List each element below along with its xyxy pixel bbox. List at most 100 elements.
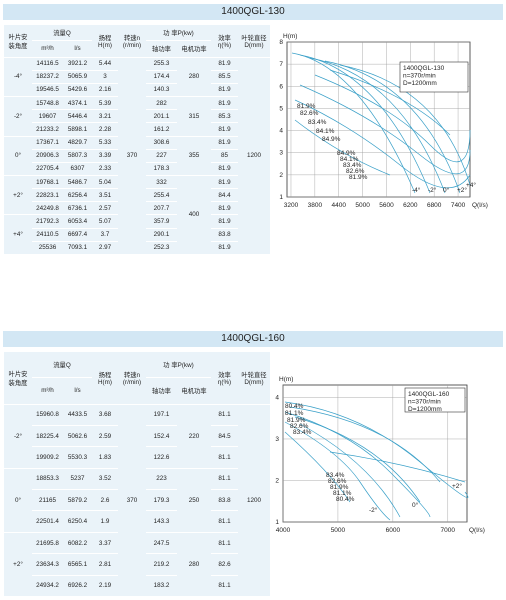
cell: 81.9	[211, 83, 238, 98]
efficiency-label: 83.4%	[326, 472, 345, 479]
x-tick-label: 7000	[441, 527, 456, 534]
cell: 19768.1	[32, 175, 63, 190]
data-row: 24249.8 6736.1 2.57 207.7 81.9	[4, 201, 270, 216]
cell: 24934.2	[32, 575, 63, 598]
cell: 7093.1	[63, 241, 92, 256]
cell: 81.1	[211, 468, 238, 491]
cell: 20906.3	[32, 149, 63, 163]
x-axis-label: Q(l/s)	[469, 527, 485, 534]
cell: 3.37	[92, 532, 118, 555]
cell: 308.6	[146, 136, 177, 150]
header-cell: 流量Q	[32, 352, 92, 378]
legend-text: 1400QGL-160	[408, 391, 450, 398]
efficiency-label: 84.9%	[322, 136, 341, 143]
cell: 2.81	[92, 553, 118, 576]
efficiency-label: 81.1%	[285, 410, 304, 417]
header-cell: 叶片安 装角度	[4, 25, 32, 58]
curve	[294, 416, 421, 503]
pump-table: 叶片安 装角度 流量Q 扬程 H(m) 转速n (r/min) 功 率P(kw) 效率 η…	[4, 25, 270, 256]
header-cell: 转速n (r/min)	[118, 25, 146, 58]
header-cell: 轴功率	[146, 40, 177, 58]
header-row: 叶片安 装角度 流量Q 扬程 H(m) 转速n (r/min) 功 率P(kw) 效率 η…	[4, 25, 270, 58]
cell: 22705.4	[32, 162, 63, 176]
cell: 3.39	[92, 149, 118, 163]
curve	[284, 421, 391, 521]
cell: 5530.3	[63, 446, 92, 469]
cell: 23634.3	[32, 553, 63, 576]
cell: 19607	[32, 109, 63, 124]
curve	[299, 423, 401, 518]
header-cell: l/s	[63, 377, 92, 405]
cell: 6565.1	[63, 553, 92, 576]
cell: 5.44	[92, 57, 118, 71]
cell: 5807.3	[63, 149, 92, 163]
cell: 255.4	[146, 188, 177, 203]
cell: 81.9	[211, 162, 238, 176]
header-row: 叶片安 装角度 流量Q 扬程 H(m) 转速n (r/min) 功 率P(kw) 效率 η…	[4, 352, 270, 405]
data-row: 21233.2 5898.1 2.28 161.2 81.9	[4, 122, 270, 137]
cell: 223	[146, 468, 177, 491]
cell: 5429.6	[63, 83, 92, 98]
data-row: 21165 5879.2 2.6 179.3 83.8	[4, 489, 270, 512]
cell: 5446.4	[63, 109, 92, 124]
cell: 140.3	[146, 83, 177, 98]
data-row: 19909.2 5530.3 1.83 122.6 81.1	[4, 446, 270, 469]
cell: 21695.8	[32, 532, 63, 555]
cell: 24249.8	[32, 201, 63, 216]
cell: 2.19	[92, 575, 118, 598]
efficiency-label: 80.4%	[285, 403, 304, 410]
cell: 6736.1	[63, 201, 92, 216]
header-row: m³/h l/s 轴功率 电机功率	[4, 377, 270, 405]
cell: 2.97	[92, 241, 118, 256]
x-tick-label: 4000	[276, 527, 291, 534]
legend-box	[404, 387, 466, 413]
legend-text: D=1200mm	[408, 406, 442, 413]
data-row: +2° 19768.1 5486.7 5.04 332 400 81.9	[4, 175, 270, 256]
cell: 85	[211, 149, 238, 163]
data-row: +4° 21792.3 6053.4 5.07 357.9 81.9	[4, 214, 270, 255]
cell: 81.9	[211, 241, 238, 256]
angle-cell: 0°	[4, 136, 32, 176]
legend-text: n=370r/min	[408, 399, 441, 406]
cell: 3.21	[92, 109, 118, 124]
motor-cell: 355	[177, 136, 211, 176]
legend-text: D=1200mm	[403, 80, 437, 87]
cell: 3.68	[92, 404, 118, 426]
header-cell: 扬程 H(m)	[92, 25, 118, 58]
cell: 6053.4	[63, 214, 92, 229]
y-tick-label: 4	[275, 394, 279, 401]
cell: 6926.2	[63, 575, 92, 598]
curve	[294, 119, 391, 176]
cell: 122.6	[146, 446, 177, 469]
motor-cell: 280	[177, 57, 211, 98]
header-cell: 叶轮直径 D(mm)	[238, 352, 270, 405]
cell: 2.16	[92, 83, 118, 98]
cell: 174.4	[146, 70, 177, 84]
angle-cell: +2°	[4, 532, 32, 598]
data-row: 19607 5446.4 3.21 201.1 85.3	[4, 109, 270, 124]
cell: 5.33	[92, 136, 118, 150]
cell: 152.4	[146, 425, 177, 448]
cell: 2.28	[92, 122, 118, 137]
cell: 332	[146, 175, 177, 190]
x-tick-label: 5000	[331, 527, 346, 534]
section-title: 1400QGL-160	[3, 331, 503, 347]
cell: 24110.5	[32, 228, 63, 242]
y-tick-label: 1	[279, 194, 283, 201]
motor-cell: 315	[177, 96, 211, 137]
cell: 255.3	[146, 57, 177, 71]
y-tick-label: 2	[275, 477, 279, 484]
cell: 6697.4	[63, 228, 92, 242]
section-title: 1400QGL-130	[3, 4, 503, 20]
y-tick-label: 7	[279, 61, 283, 68]
x-tick-label: 5000	[355, 202, 370, 209]
legend-box	[399, 61, 469, 93]
y-tick-label: 3	[275, 436, 279, 443]
efficiency-label: 81.1%	[333, 490, 352, 497]
cell: 81.1	[211, 510, 238, 533]
cell: 81.1	[211, 446, 238, 469]
cell: 85.3	[211, 109, 238, 124]
y-tick-label: 6	[279, 83, 283, 90]
cell: 6250.4	[63, 510, 92, 533]
